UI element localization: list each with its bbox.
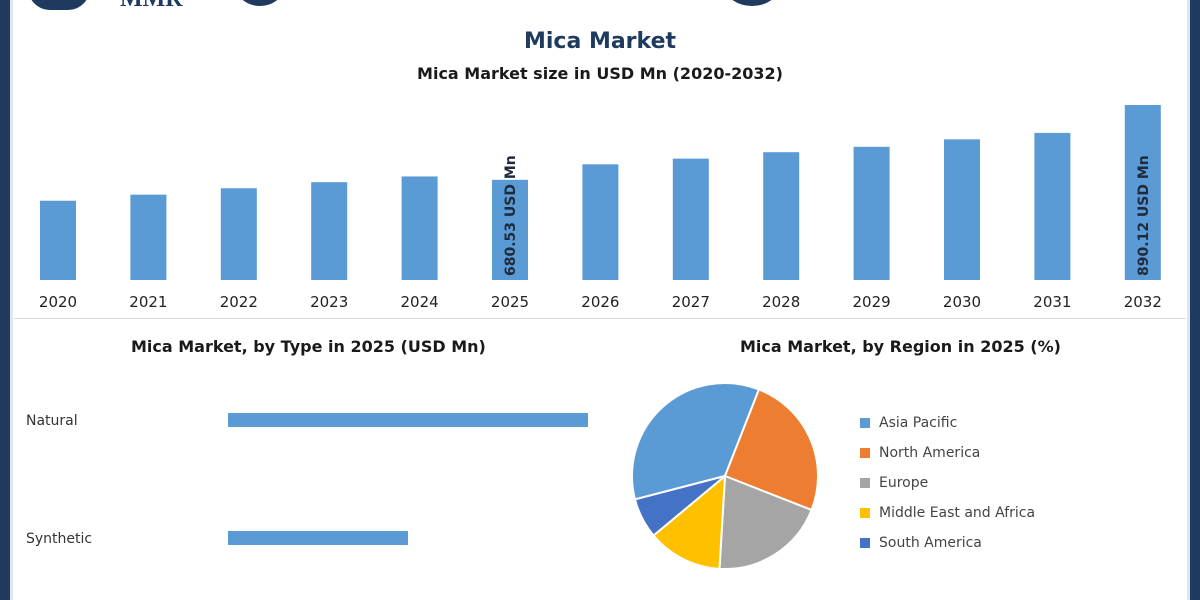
decorative-arc (237, 0, 283, 6)
x-tick-label: 2020 (39, 293, 77, 311)
pie-slice-north-america (723, 388, 819, 512)
legend-swatch (860, 538, 870, 548)
bar-2025 (492, 179, 528, 280)
x-tick-label: 2030 (943, 293, 981, 311)
type-chart-title: Mica Market, by Type in 2025 (USD Mn) (131, 337, 486, 356)
legend-label: Asia Pacific (879, 415, 958, 431)
x-tick-label: 2023 (310, 293, 348, 311)
legend-label: Middle East and Africa (879, 505, 1036, 521)
x-tick-label: 2032 (1124, 293, 1162, 311)
legend-item: Europe (860, 468, 1035, 498)
x-tick-label: 2031 (1033, 293, 1071, 311)
mmr-logo: MMR (28, 0, 188, 12)
pie-slice-middle-east-and-africa (652, 473, 727, 570)
type-bar-chart: Natural Synthetic (26, 413, 588, 547)
data-label: 890.12 USD Mn (1136, 155, 1152, 276)
region-chart-title: Mica Market, by Region in 2025 (%) (740, 337, 1061, 356)
x-tick-label: 2024 (401, 293, 439, 311)
pie-slice-europe (718, 474, 813, 570)
x-tick-label: 2026 (581, 293, 619, 311)
bar-2028 (763, 152, 800, 280)
section-divider (14, 318, 1186, 319)
pie-slice-south-america (633, 475, 726, 537)
bar-2026 (582, 164, 619, 280)
bar-2027 (672, 158, 709, 280)
type-category-label: Natural (26, 413, 78, 429)
bar-2024 (401, 176, 438, 280)
bar-2031 (1034, 132, 1071, 280)
x-tick-label: 2027 (672, 293, 710, 311)
legend-swatch (860, 448, 870, 458)
market-size-bar-chart: 2020 2021 2022 2023 2024 2025 680.53 USD Mn 202… (39, 105, 1162, 311)
legend-item: South America (860, 528, 1035, 558)
left-border (0, 0, 10, 600)
chart-subtitle: Mica Market size in USD Mn (2020-2032) (417, 64, 783, 83)
bar-2023 (311, 182, 348, 280)
bar-2021 (130, 194, 167, 280)
legend-swatch (860, 508, 870, 518)
bar-2029 (853, 146, 890, 280)
right-border (1190, 0, 1200, 600)
legend-item: Asia Pacific (860, 408, 1035, 438)
x-tick-label: 2028 (762, 293, 800, 311)
logo-text: MMR (120, 0, 183, 13)
legend-label: Europe (879, 475, 929, 491)
type-bar-natural (228, 413, 588, 427)
bar-2020 (40, 200, 76, 280)
bar-2030 (944, 139, 980, 280)
legend-swatch (860, 418, 870, 428)
region-pie-chart (631, 382, 819, 570)
type-category-label: Synthetic (26, 531, 92, 547)
legend-item: North America (860, 438, 1035, 468)
decorative-arc (726, 0, 778, 6)
data-label: 680.53 USD Mn (503, 155, 519, 276)
logo-mark (28, 0, 90, 10)
page-title: Mica Market (523, 29, 677, 54)
type-bar-synthetic (228, 531, 408, 545)
x-tick-label: 2022 (220, 293, 258, 311)
legend-item: Middle East and Africa (860, 498, 1035, 528)
x-tick-label: 2029 (853, 293, 891, 311)
x-tick-label: 2021 (129, 293, 167, 311)
legend-label: North America (879, 445, 981, 461)
legend-swatch (860, 478, 870, 488)
right-border-inner (1187, 0, 1190, 600)
pie-legend: Asia Pacific North America Europe Middle Ea… (860, 408, 1035, 558)
x-tick-label: 2025 (491, 293, 529, 311)
legend-label: South America (879, 535, 982, 551)
bar-2022 (220, 188, 257, 280)
left-border-inner (10, 0, 13, 600)
bar-2032 (1124, 105, 1161, 280)
